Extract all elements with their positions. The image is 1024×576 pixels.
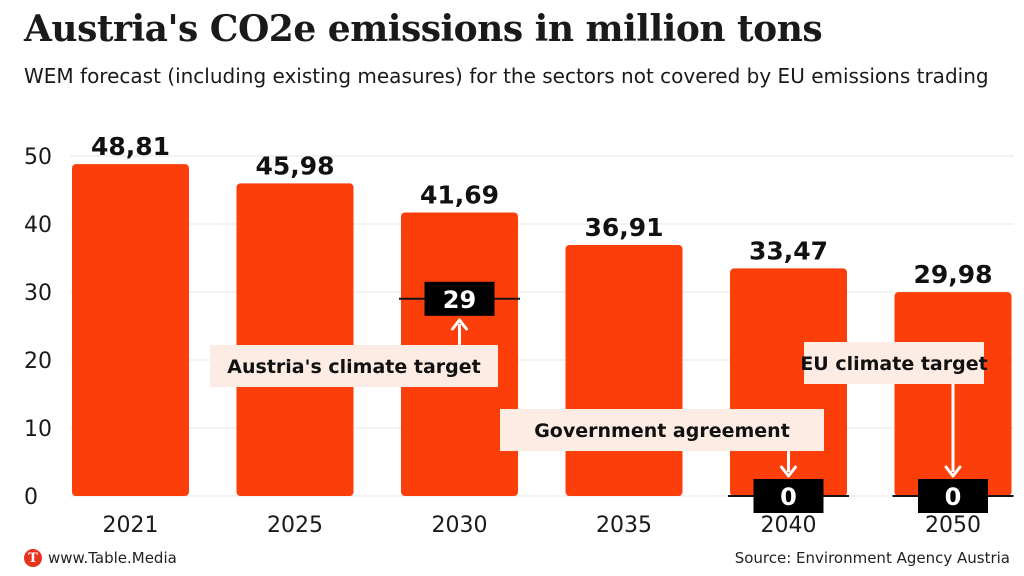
callout-box [804, 342, 984, 384]
y-tick-label: 50 [24, 145, 52, 170]
bar-value-label: 36,91 [584, 213, 663, 242]
brand-footer: T www.Table.Media [24, 549, 177, 567]
bar [565, 245, 683, 496]
x-tick-label: 2021 [103, 513, 159, 538]
target-value-label: 0 [945, 483, 962, 511]
callout-arrow-head-icon [944, 465, 962, 478]
callout-arrow-head-icon [780, 465, 797, 478]
target-value-label: 29 [443, 286, 476, 314]
target-value-label: 0 [780, 483, 797, 511]
bar-value-label: 33,47 [749, 236, 828, 265]
target-box [424, 281, 495, 316]
callout-box [210, 345, 498, 387]
target-box [753, 479, 824, 513]
x-tick-label: 2035 [596, 513, 652, 538]
bar-value-label: 45,98 [255, 151, 334, 180]
y-tick-label: 10 [24, 417, 52, 442]
x-tick-label: 2040 [761, 513, 817, 538]
x-tick-label: 2050 [925, 513, 981, 538]
bar [72, 164, 189, 497]
y-tick-label: 40 [24, 213, 52, 238]
source-note: Source: Environment Agency Austria [734, 549, 1010, 567]
brand-text: www.Table.Media [48, 549, 177, 567]
chart-title: Austria's CO2e emissions in million tons [24, 8, 823, 50]
y-tick-label: 0 [24, 485, 38, 510]
bar-value-label: 48,81 [91, 132, 170, 161]
callout-label: Austria's climate target [227, 356, 480, 378]
chart-subtitle: WEM forecast (including existing measure… [24, 64, 989, 88]
bar [236, 183, 354, 496]
callout-label: EU climate target [800, 353, 987, 375]
callout-box [500, 409, 824, 451]
y-tick-label: 30 [24, 281, 52, 306]
table-media-logo-icon: T [24, 549, 42, 567]
target-box [918, 479, 988, 513]
y-tick-label: 20 [24, 349, 52, 374]
callout-label: Government agreement [534, 420, 790, 442]
x-tick-label: 2025 [267, 513, 323, 538]
x-tick-label: 2030 [432, 513, 488, 538]
callout-arrow-head-icon [451, 318, 468, 331]
bar-value-label: 29,98 [913, 260, 992, 289]
bar-value-label: 41,69 [420, 181, 499, 210]
